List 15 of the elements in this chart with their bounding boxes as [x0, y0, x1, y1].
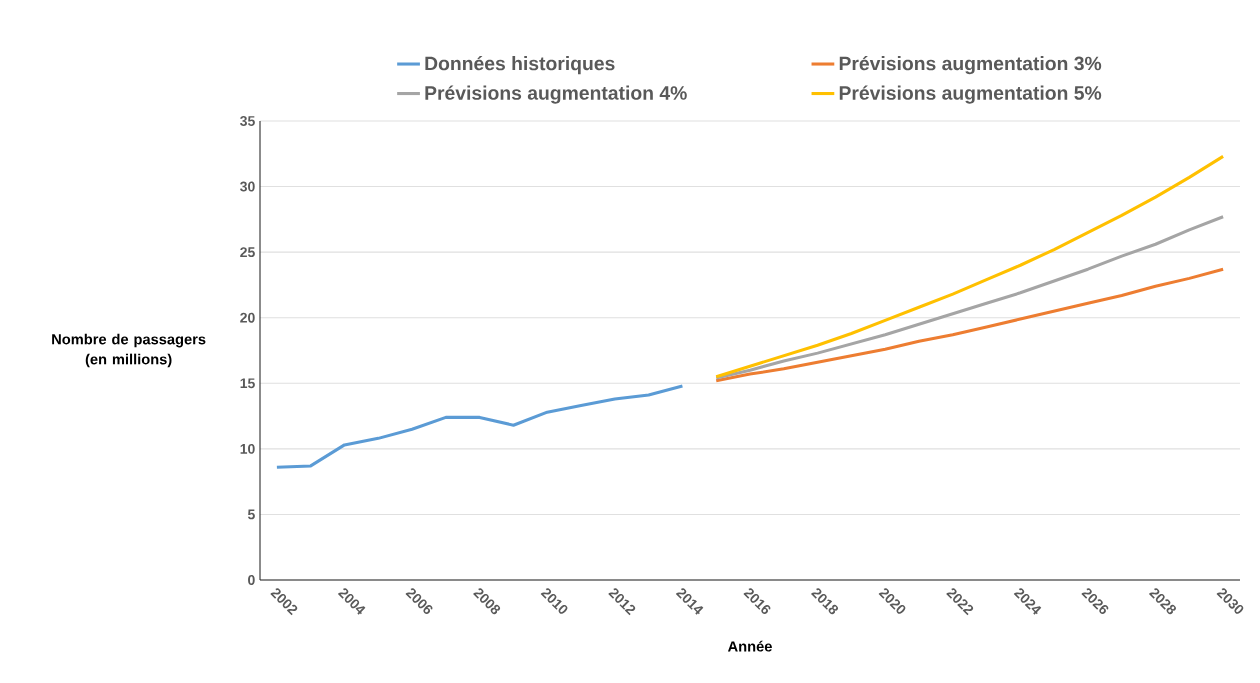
y-tick-label: 10 [240, 443, 255, 454]
legend-label: Données historiques [425, 55, 615, 75]
y-tick-label: 15 [240, 378, 255, 389]
y-axis-title: Nombre de passagers (en millions) [52, 333, 206, 368]
y-tick-label: 5 [247, 509, 255, 520]
y-tick-label: 30 [240, 181, 255, 192]
line-series [275, 384, 684, 469]
legend-label: Prévisions augmentation 3% [839, 55, 1102, 75]
x-axis-title: Année [727, 640, 772, 652]
legend-label: Prévisions augmentation 5% [839, 85, 1102, 104]
legend-label: Prévisions augmentation 4% [425, 85, 687, 104]
y-tick-label: 0 [248, 575, 255, 585]
y-tick-label: 20 [240, 312, 255, 323]
y-tick-label: 25 [240, 247, 255, 258]
y-tick-label: 35 [240, 116, 255, 126]
